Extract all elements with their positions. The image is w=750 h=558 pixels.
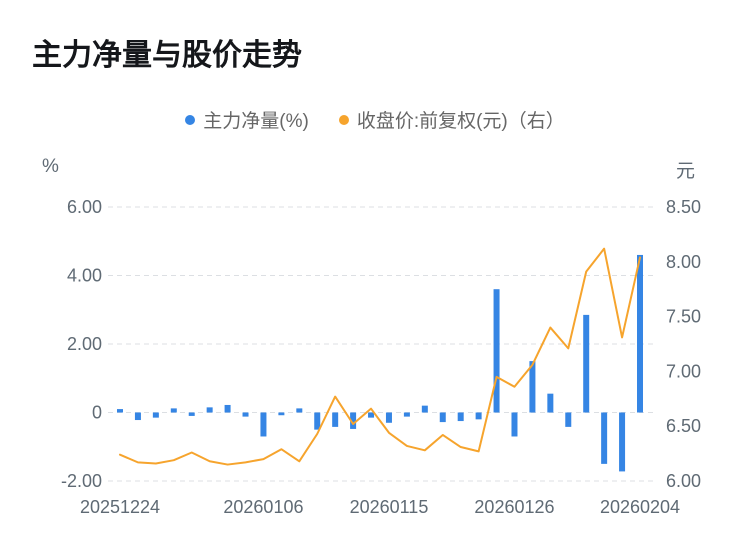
bar-main-net[interactable] [260,413,266,437]
bar-main-net[interactable] [189,413,195,416]
right-axis-tick-label: 7.00 [666,361,701,381]
bar-main-net[interactable] [278,413,284,416]
bar-main-net[interactable] [243,413,249,417]
bar-main-net[interactable] [225,405,231,413]
bar-main-net[interactable] [494,289,500,412]
left-axis-tick-label: 4.00 [67,266,102,286]
bar-main-net[interactable] [296,408,302,412]
right-axis-tick-label: 6.50 [666,416,701,436]
x-axis-tick-label: 20260115 [350,497,429,517]
right-axis-tick-label: 8.50 [666,197,701,217]
bar-main-net[interactable] [583,315,589,413]
bar-main-net[interactable] [458,413,464,422]
x-axis-tick-label: 20260126 [474,497,554,517]
bar-main-net[interactable] [422,406,428,413]
x-axis-tick-label: 20260106 [223,497,303,517]
price-line[interactable] [120,249,640,465]
bar-main-net[interactable] [368,413,374,418]
chart-card: 主力净量与股价走势 主力净量(%) 收盘价:前复权(元)（右） % 元 6.00… [0,0,750,558]
x-axis-tick-label: 20260204 [600,497,680,517]
bar-main-net[interactable] [117,409,123,412]
bar-main-net[interactable] [440,413,446,423]
left-axis-tick-label: 2.00 [67,334,102,354]
bar-main-net[interactable] [547,394,553,413]
bar-main-net[interactable] [332,413,338,427]
bar-main-net[interactable] [171,408,177,412]
x-axis-tick-label: 20251224 [80,497,160,517]
bar-main-net[interactable] [135,413,141,421]
bar-main-net[interactable] [404,413,410,417]
bar-main-net[interactable] [637,255,643,413]
right-axis-tick-label: 8.00 [666,252,701,272]
bar-main-net[interactable] [619,413,625,472]
left-axis-tick-label: 0 [92,403,102,423]
right-axis-tick-label: 7.50 [666,307,701,327]
bar-main-net[interactable] [565,413,571,427]
bar-main-net[interactable] [153,413,159,418]
bar-main-net[interactable] [207,407,213,412]
bar-main-net[interactable] [476,413,482,420]
right-axis-tick-label: 6.00 [666,471,701,491]
left-axis-tick-label: 6.00 [67,197,102,217]
left-axis-tick-label: -2.00 [61,471,102,491]
bar-main-net[interactable] [386,413,392,423]
bar-main-net[interactable] [314,413,320,430]
bar-main-net[interactable] [601,413,607,464]
bar-main-net[interactable] [511,413,517,437]
chart-plot-area[interactable]: 6.00 4.00 2.00 0 -2.00 8.50 8.00 7.50 7.00 6.50 6.… [0,0,750,558]
